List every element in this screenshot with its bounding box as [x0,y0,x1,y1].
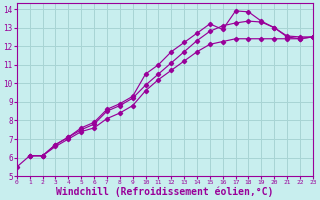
X-axis label: Windchill (Refroidissement éolien,°C): Windchill (Refroidissement éolien,°C) [56,186,274,197]
